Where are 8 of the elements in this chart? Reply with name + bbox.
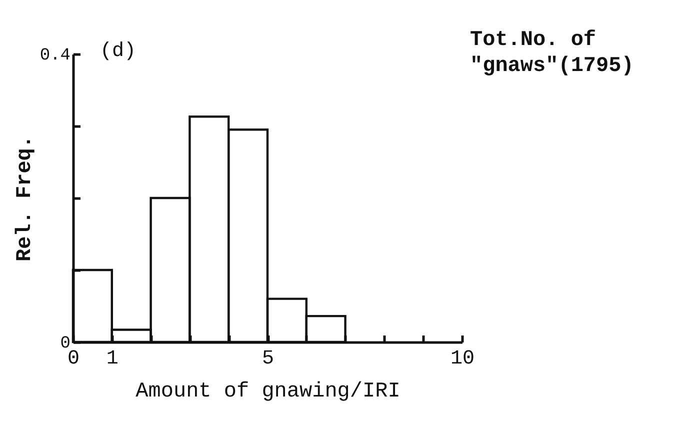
- x-tick-label: 1: [106, 348, 118, 370]
- y-tick-label: 0.4: [40, 46, 70, 66]
- text: Tot.No. of "gnaws"(1795): [470, 28, 635, 80]
- y-axis-title: Rel. Freq.: [14, 135, 37, 262]
- annotation: (d): [100, 40, 136, 63]
- x-tick-label: 5: [262, 348, 274, 370]
- x-axis-title: Amount of gnawing/IRI: [136, 380, 400, 404]
- x-tick-label: 10: [450, 348, 475, 370]
